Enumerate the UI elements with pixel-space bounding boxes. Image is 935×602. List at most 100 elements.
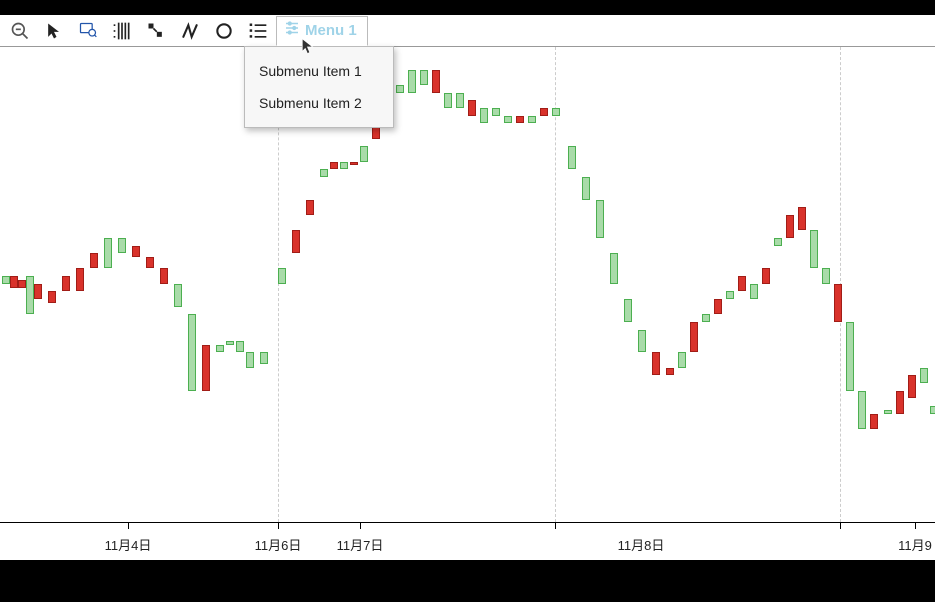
candle-body[interactable]	[822, 268, 830, 283]
candle-body[interactable]	[408, 70, 416, 93]
candle-body[interactable]	[174, 284, 182, 307]
candle-body[interactable]	[774, 238, 782, 246]
candle-body[interactable]	[350, 162, 358, 166]
candle-body[interactable]	[610, 253, 618, 284]
candle-body[interactable]	[738, 276, 746, 291]
candle-body[interactable]	[104, 238, 112, 269]
candle-body[interactable]	[260, 352, 268, 363]
menu-1-trigger[interactable]: Menu 1	[276, 16, 368, 46]
candle-body[interactable]	[504, 116, 512, 124]
candle-body[interactable]	[340, 162, 348, 170]
candle-body[interactable]	[62, 276, 70, 291]
candle-body[interactable]	[480, 108, 488, 123]
zoom-out-icon[interactable]	[4, 17, 36, 45]
x-axis-tick	[128, 523, 129, 529]
candle-body[interactable]	[188, 314, 196, 390]
candle-body[interactable]	[492, 108, 500, 116]
align-columns-icon[interactable]	[106, 17, 138, 45]
candle-body[interactable]	[896, 391, 904, 414]
candle-body[interactable]	[690, 322, 698, 353]
candle-body[interactable]	[858, 391, 866, 429]
window-bottom-bar	[0, 560, 935, 602]
candle-body[interactable]	[930, 406, 935, 414]
candle-body[interactable]	[810, 230, 818, 268]
candle-body[interactable]	[216, 345, 224, 353]
x-axis-tick	[278, 523, 279, 529]
candle-body[interactable]	[306, 200, 314, 215]
candle-body[interactable]	[396, 85, 404, 93]
candle-body[interactable]	[582, 177, 590, 200]
x-axis-tick	[360, 523, 361, 529]
candle-body[interactable]	[552, 108, 560, 116]
candle-body[interactable]	[132, 246, 140, 257]
candle-body[interactable]	[292, 230, 300, 253]
chart-plot-region[interactable]	[0, 47, 935, 522]
candle-body[interactable]	[320, 169, 328, 177]
x-axis-tick	[840, 523, 841, 529]
candle-body[interactable]	[652, 352, 660, 375]
cursor-select-icon[interactable]	[38, 17, 70, 45]
candle-body[interactable]	[360, 146, 368, 161]
candle-body[interactable]	[246, 352, 254, 367]
candle-body[interactable]	[908, 375, 916, 398]
candle-body[interactable]	[678, 352, 686, 367]
candle-body[interactable]	[146, 257, 154, 268]
candle-body[interactable]	[160, 268, 168, 283]
x-axis-label: 11月6日	[255, 535, 302, 554]
candle-body[interactable]	[226, 341, 234, 345]
candle-body[interactable]	[884, 410, 892, 414]
x-axis-tick	[915, 523, 916, 529]
candle-body[interactable]	[278, 268, 286, 283]
candle-body[interactable]	[516, 116, 524, 124]
candle-body[interactable]	[870, 414, 878, 429]
candle-body[interactable]	[10, 276, 18, 287]
candle-body[interactable]	[638, 330, 646, 353]
candle-body[interactable]	[456, 93, 464, 108]
submenu-item-2[interactable]: Submenu Item 2	[245, 87, 393, 119]
candlestick-chart[interactable]: 11月4日 11月6日 11月7日 11月8日 11月9	[0, 47, 935, 560]
candle-body[interactable]	[596, 200, 604, 238]
curve-draw-icon[interactable]	[174, 17, 206, 45]
x-axis-label: 11月4日	[105, 535, 152, 554]
candle-body[interactable]	[540, 108, 548, 116]
candle-body[interactable]	[118, 238, 126, 253]
candle-body[interactable]	[330, 162, 338, 170]
candle-body[interactable]	[568, 146, 576, 169]
submenu-item-1[interactable]: Submenu Item 1	[245, 55, 393, 87]
sliders-icon	[283, 19, 301, 42]
candle-body[interactable]	[624, 299, 632, 322]
candle-body[interactable]	[762, 268, 770, 283]
list-menu-icon[interactable]	[242, 17, 274, 45]
trading-app-window: Menu 1 Submenu Item 1 Submenu Item 2 11月…	[0, 0, 935, 602]
candle-body[interactable]	[202, 345, 210, 391]
candle-body[interactable]	[798, 207, 806, 230]
menu-1-dropdown[interactable]: Submenu Item 1 Submenu Item 2	[244, 46, 394, 128]
candle-body[interactable]	[76, 268, 84, 291]
draw-trendline-icon[interactable]	[140, 17, 172, 45]
candle-body[interactable]	[714, 299, 722, 314]
candle-body[interactable]	[726, 291, 734, 299]
candle-body[interactable]	[48, 291, 56, 302]
x-axis-label: 11月7日	[337, 535, 384, 554]
candle-body[interactable]	[18, 280, 26, 288]
candle-body[interactable]	[846, 322, 854, 391]
candle-body[interactable]	[444, 93, 452, 108]
candle-body[interactable]	[2, 276, 10, 284]
candle-body[interactable]	[528, 116, 536, 124]
candle-body[interactable]	[920, 368, 928, 383]
crosshair-zoom-icon[interactable]	[72, 17, 104, 45]
candle-body[interactable]	[34, 284, 42, 299]
candle-body[interactable]	[90, 253, 98, 268]
candle-body[interactable]	[26, 276, 34, 314]
x-axis: 11月4日 11月6日 11月7日 11月8日 11月9	[0, 522, 935, 560]
candle-body[interactable]	[666, 368, 674, 376]
candle-body[interactable]	[750, 284, 758, 299]
candle-body[interactable]	[468, 100, 476, 115]
candle-body[interactable]	[420, 70, 428, 85]
candle-body[interactable]	[236, 341, 244, 352]
circle-icon[interactable]	[208, 17, 240, 45]
candle-body[interactable]	[786, 215, 794, 238]
candle-body[interactable]	[702, 314, 710, 322]
candle-body[interactable]	[432, 70, 440, 93]
candle-body[interactable]	[834, 284, 842, 322]
